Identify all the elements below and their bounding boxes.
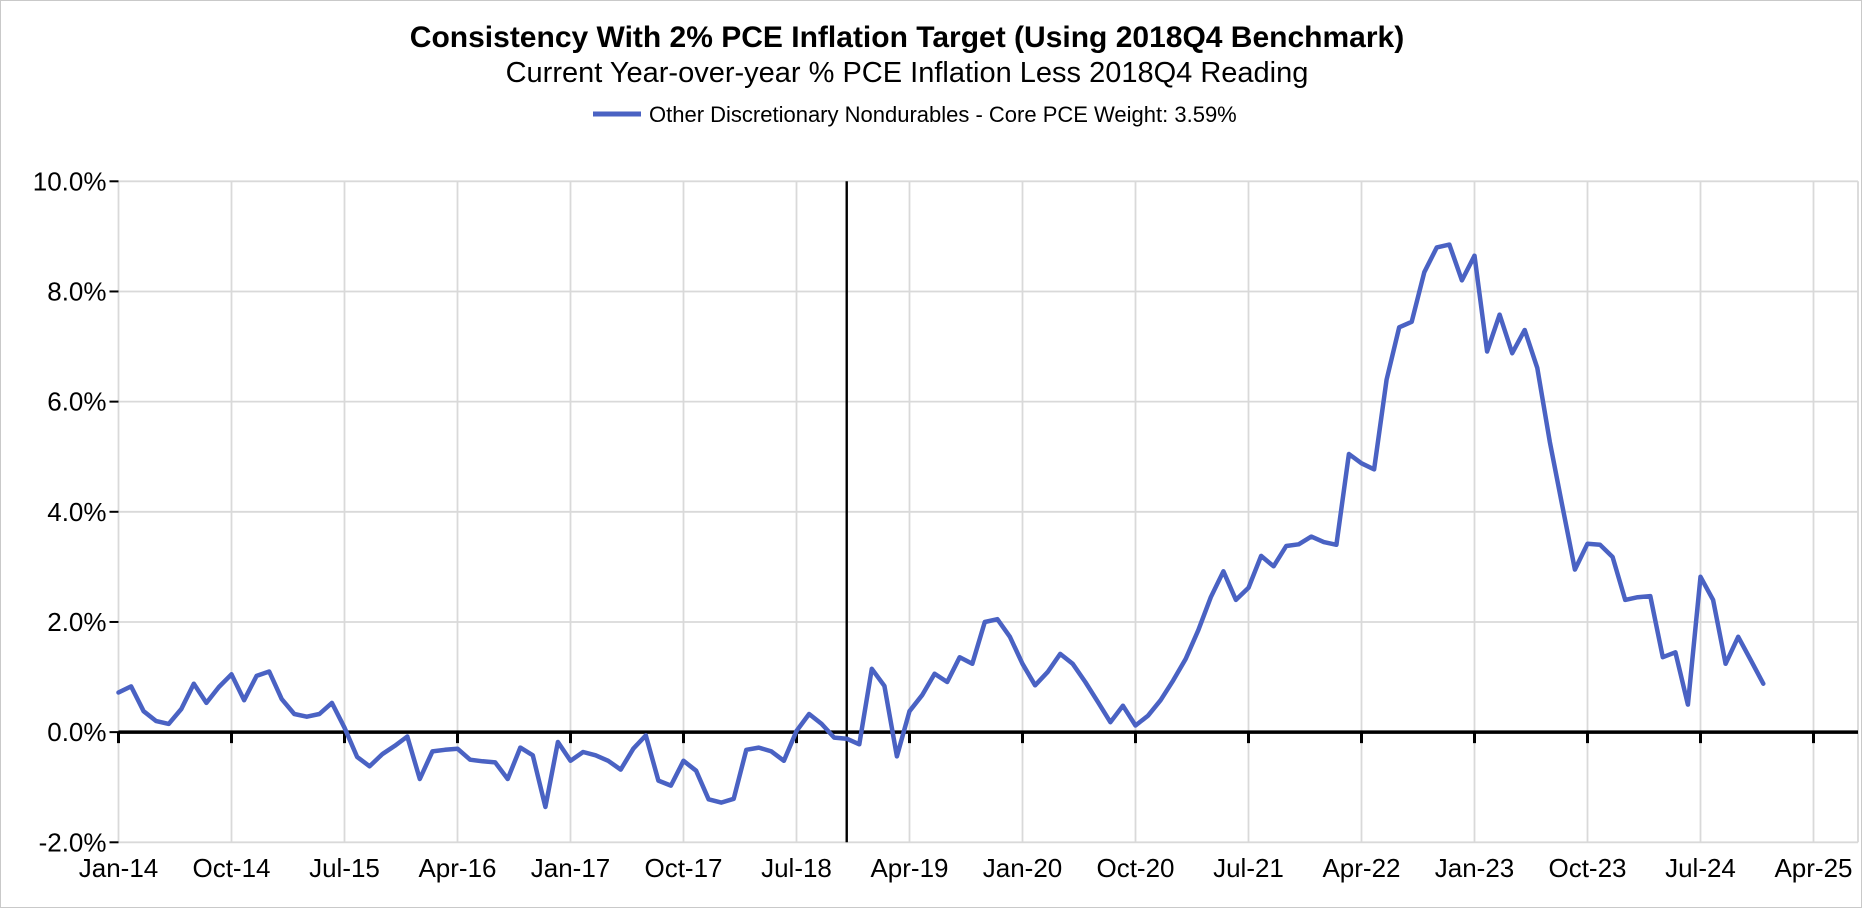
x-axis-label: Jul-18	[761, 853, 832, 883]
x-axis-label: Apr-25	[1774, 853, 1852, 883]
y-axis-label: 6.0%	[47, 387, 106, 417]
x-axis-label: Apr-19	[870, 853, 948, 883]
y-axis-label: 0.0%	[47, 717, 106, 747]
x-axis-label: Oct-14	[192, 853, 270, 883]
x-axis-label: Oct-20	[1096, 853, 1174, 883]
y-axis-label: 4.0%	[47, 497, 106, 527]
chart-title: Consistency With 2% PCE Inflation Target…	[410, 21, 1404, 54]
x-axis-label: Jan-14	[79, 853, 159, 883]
y-axis-label: 8.0%	[47, 276, 106, 306]
chart-subtitle: Current Year-over-year % PCE Inflation L…	[506, 57, 1309, 89]
y-axis-label: 2.0%	[47, 607, 106, 637]
y-axis-label: -2.0%	[39, 827, 107, 857]
x-axis-label: Jul-24	[1665, 853, 1736, 883]
y-axis-label: 10.0%	[33, 166, 107, 196]
x-axis-label: Jan-17	[531, 853, 611, 883]
plot-area: 10.0% 8.0% 6.0% 4.0% 2.0% 0.0% -2.0%Jan-14 Oct-…	[33, 166, 1859, 883]
legend-label: Other Discretionary Nondurables - Core P…	[649, 102, 1237, 127]
data-series-line	[116, 242, 1766, 810]
x-axis-label: Jul-15	[309, 853, 380, 883]
x-axis-label: Apr-22	[1322, 853, 1400, 883]
x-axis-label: Oct-17	[644, 853, 722, 883]
x-axis-label: Jan-23	[1435, 853, 1515, 883]
x-axis-label: Jan-20	[983, 853, 1063, 883]
x-axis-label: Oct-23	[1548, 853, 1626, 883]
legend: Other Discretionary Nondurables - Core P…	[593, 102, 1237, 127]
x-axis-label: Apr-16	[418, 853, 496, 883]
x-axis-label: Jul-21	[1213, 853, 1284, 883]
